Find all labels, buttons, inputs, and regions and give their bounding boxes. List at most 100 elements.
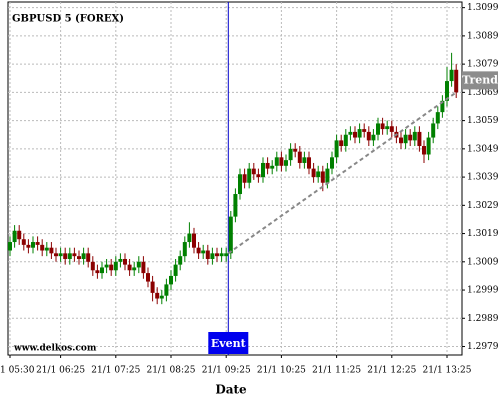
y-tick-label: 1.2989 [467,314,499,324]
x-axis-label: Date [215,383,247,397]
candle-body [44,247,49,251]
candle-body [362,129,367,132]
y-tick-label: 1.3029 [467,201,499,211]
candle-body [233,194,238,217]
candle-body [54,253,58,257]
y-tick-label: 1.3059 [467,116,499,126]
candle-body [293,148,298,152]
candle-body [380,123,385,130]
y-tick-label: 1.3079 [467,60,499,70]
candle-body [146,273,150,282]
candle-body [454,69,459,93]
candle-body [247,168,252,183]
candle-body [422,146,426,155]
candle-body [155,292,160,299]
candle-body [376,123,380,135]
candle-body [440,100,445,113]
candle-body [192,233,196,248]
x-tick-label: 21/1 05:30 [0,366,35,376]
candle-body [302,157,307,163]
candle-body [100,267,104,274]
candle-body [279,157,284,166]
candle-body [261,162,265,178]
candle-body [274,157,279,166]
trend-line [227,91,457,255]
candle-body [251,168,256,175]
candle-body [330,157,334,169]
candle-body [339,140,344,147]
y-tick-label: 1.3019 [467,229,499,239]
candle-body [159,295,164,299]
watermark: www.delkos.com [13,344,97,354]
candle-body [8,242,12,251]
candle-body [265,162,270,169]
candle-body [224,253,229,257]
x-tick-label: 21/1 10:25 [257,366,306,376]
candle-body [118,258,123,262]
candle-body [35,242,40,245]
candle-body [31,242,35,248]
candle-body [320,171,325,183]
y-tick-label: 1.3069 [467,88,499,98]
trend-label: Trend [462,73,498,86]
candle-body [201,250,206,254]
candle-body [178,256,183,265]
y-tick-label: 1.2999 [467,286,499,296]
candle-body [288,148,293,161]
candle-body [316,171,321,178]
x-tick-label: 21/1 12:25 [367,366,416,376]
candle-body [67,253,72,259]
candle-body [104,264,109,268]
x-tick-label: 21/1 13:25 [422,366,471,376]
y-tick-label: 1.3009 [467,257,499,267]
candle-body [12,230,17,243]
candle-body [426,137,431,155]
candle-body [26,244,31,248]
candle-body [256,174,261,178]
x-tick-label: 21/1 07:25 [91,366,140,376]
candle-body [164,284,169,296]
candle-body [403,134,408,144]
candle-body [72,253,77,257]
candle-body [431,123,436,138]
candle-body [371,134,376,141]
candle-body [445,81,449,101]
y-tick-label: 1.3089 [467,31,499,41]
candle-body [40,244,45,251]
candle-body [182,242,187,257]
candle-body [408,134,413,141]
candle-body [17,230,22,240]
candle-body [127,264,132,271]
x-tick-label: 21/1 09:25 [202,366,251,376]
candle-body [325,168,330,183]
candle-body [141,261,146,274]
candle-body [270,165,275,169]
candle-body [77,256,81,259]
candle-body [357,129,362,138]
candle-body [132,267,137,271]
candle-body [228,216,233,254]
candle-body [238,174,242,195]
candle-body [348,131,353,135]
candle-body [109,264,114,271]
candle-body [90,261,95,271]
candle-body [343,134,348,147]
plot-frame [7,1,463,356]
candle-body [136,261,141,268]
x-tick-label: 21/1 06:25 [36,366,85,376]
y-tick-label: 1.3049 [467,144,499,154]
candle-body [449,69,454,82]
candle-body [150,281,155,293]
candle-body [366,131,371,141]
candle-body [21,239,26,245]
x-tick-label: 21/1 08:25 [146,366,195,376]
candle-body [334,140,339,158]
candle-body [389,126,394,132]
candle-body [95,270,100,274]
candle-body [215,253,219,257]
candle-body [385,126,390,130]
candle-body [63,253,68,259]
candle-body [353,131,357,138]
